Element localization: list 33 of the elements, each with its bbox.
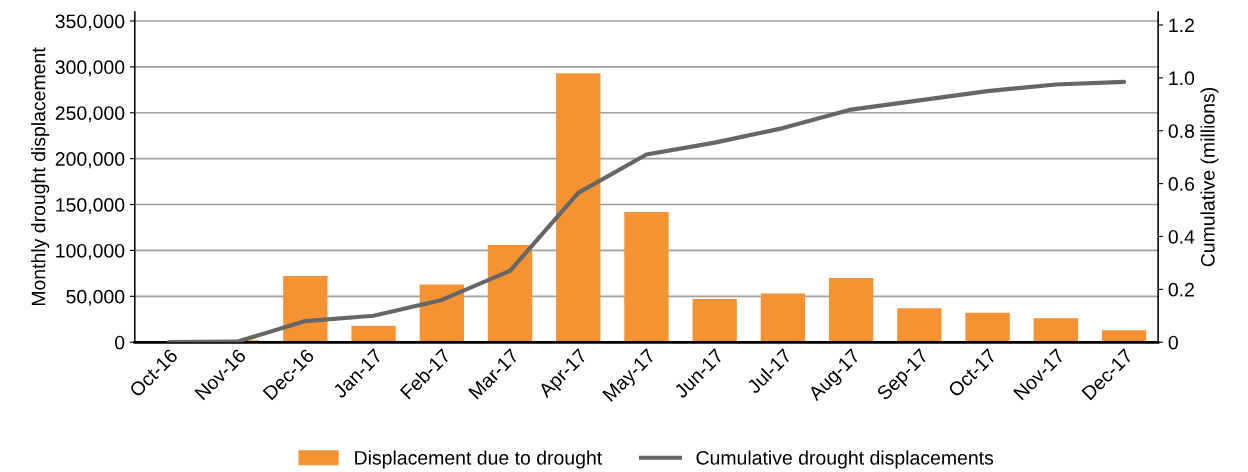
y2-tick-label: 0.4 bbox=[1168, 229, 1195, 244]
y-tick-label: 50,000 bbox=[66, 289, 125, 306]
y-tick-label: 300,000 bbox=[55, 60, 125, 77]
y-tick-label: 100,000 bbox=[56, 243, 125, 260]
bar bbox=[351, 325, 396, 343]
bar bbox=[1033, 318, 1078, 343]
y2-tick-label: 0 bbox=[1168, 335, 1178, 350]
legend-label: Displacement due to drought bbox=[355, 450, 603, 469]
y2-tick-label: 0.8 bbox=[1168, 124, 1195, 138]
y-tick-label: 200,000 bbox=[55, 152, 125, 169]
bar bbox=[828, 277, 874, 343]
y-axis-title: Monthly drought displacement bbox=[31, 47, 50, 306]
bar bbox=[487, 244, 533, 343]
bar bbox=[692, 299, 737, 343]
y-tick-label: 0 bbox=[115, 335, 125, 350]
y2-tick-label: 1.2 bbox=[1169, 18, 1194, 33]
legend-label: Cumulative drought displacements bbox=[696, 450, 994, 469]
y2-axis-title: Cumulative (millions) bbox=[1200, 87, 1219, 267]
y-tick-label: 150,000 bbox=[56, 198, 125, 215]
bar bbox=[419, 284, 464, 343]
bar bbox=[760, 293, 806, 343]
bar bbox=[897, 308, 942, 343]
bar bbox=[1101, 330, 1147, 343]
bar bbox=[283, 276, 328, 343]
y2-tick-label: 1.0 bbox=[1169, 71, 1195, 86]
bar bbox=[965, 312, 1010, 343]
bar bbox=[556, 73, 601, 343]
y2-tick-label: 0.6 bbox=[1168, 177, 1195, 191]
y-tick-label: 250,000 bbox=[55, 106, 125, 123]
y2-tick-label: 0.2 bbox=[1168, 282, 1194, 297]
line-series bbox=[166, 79, 1127, 343]
bar bbox=[624, 211, 669, 343]
y-tick-label: 350,000 bbox=[55, 14, 125, 31]
